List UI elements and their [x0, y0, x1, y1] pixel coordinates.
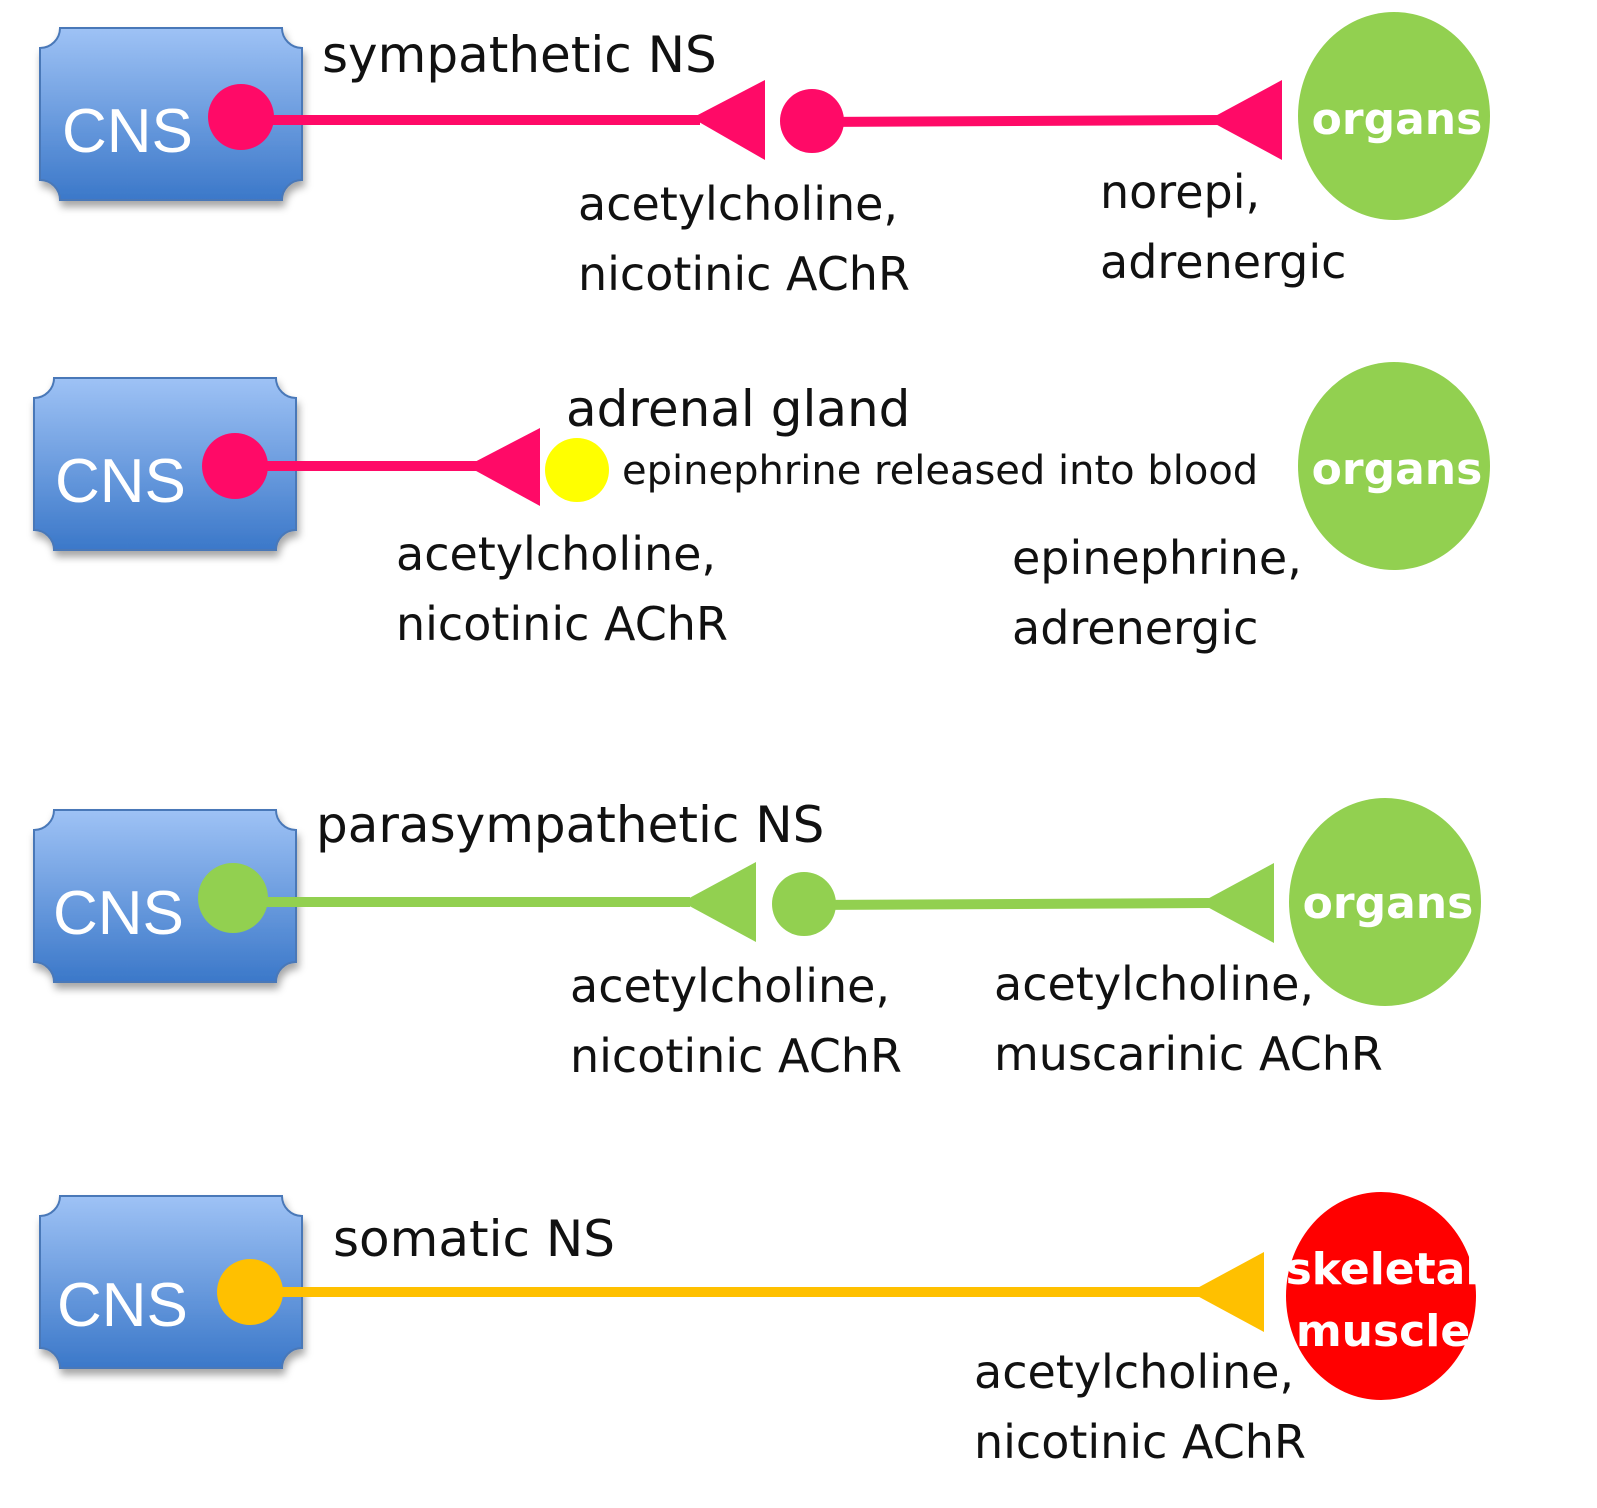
cns-label: CNS	[53, 879, 184, 948]
axon-terminal-1	[682, 862, 756, 942]
synapse2-text-line1: epinephrine,	[1012, 531, 1302, 585]
cns-neuron-body	[202, 433, 268, 499]
motor-neuron-body	[217, 1259, 283, 1325]
cns-neuron-body	[198, 863, 268, 933]
cns-box	[33, 377, 297, 551]
row-parasympathetic: CNS organs parasympathetic NS acetylchol…	[33, 796, 1481, 1083]
adrenal-cell	[545, 438, 609, 502]
synapse1-text-line2: nicotinic AChR	[396, 597, 728, 651]
synapse1-text-line1: acetylcholine,	[570, 959, 890, 1013]
organs-target	[1289, 798, 1481, 1006]
axon-terminal-2	[1208, 80, 1282, 160]
row-adrenal: CNS organs adrenal gland epinephrine rel…	[33, 362, 1490, 655]
synapse1-text-line1: acetylcholine,	[974, 1345, 1294, 1399]
row-title: parasympathetic NS	[316, 796, 824, 854]
synapse1-text-line1: acetylcholine,	[396, 527, 716, 581]
organs-label: organs	[1312, 94, 1483, 145]
axon-terminal	[1190, 1252, 1264, 1332]
cns-box	[33, 809, 297, 983]
target-label-line1: skeletal	[1286, 1244, 1481, 1295]
organs-label: organs	[1303, 878, 1474, 929]
release-text: epinephrine released into blood	[622, 448, 1258, 494]
cns-box	[39, 27, 303, 201]
postganglionic-axon	[803, 898, 1211, 910]
cns-label: CNS	[57, 1271, 188, 1340]
postganglionic-axon	[811, 115, 1221, 127]
organs-target	[1298, 362, 1490, 570]
synapse1-text-line1: acetylcholine,	[578, 177, 898, 231]
synapse2-text-line1: norepi,	[1100, 165, 1260, 219]
ganglion-neuron-body	[772, 872, 836, 936]
synapse1-text-line2: nicotinic AChR	[974, 1415, 1306, 1469]
cns-neuron-body	[208, 84, 274, 150]
synapse2-text-line2: adrenergic	[1100, 235, 1346, 289]
row-sympathetic: CNS organs sympathetic NS acetylcholine,…	[39, 12, 1490, 301]
row-title: sympathetic NS	[322, 26, 717, 84]
cns-label: CNS	[62, 97, 193, 166]
axon-terminal-2	[1200, 863, 1274, 943]
target-label-line2: muscle	[1296, 1306, 1470, 1357]
ganglion-neuron-body	[780, 89, 844, 153]
synapse1-text-line2: nicotinic AChR	[570, 1029, 902, 1083]
cns-label: CNS	[55, 447, 186, 516]
axon-terminal-1	[692, 80, 765, 160]
row-title: somatic NS	[333, 1210, 615, 1268]
skeletal-muscle-target	[1286, 1192, 1476, 1400]
synapse2-text-line1: acetylcholine,	[994, 957, 1314, 1011]
synapse2-text-line2: adrenergic	[1012, 601, 1258, 655]
synapse1-text-line2: nicotinic AChR	[578, 247, 910, 301]
cns-box	[39, 1195, 303, 1369]
organs-target	[1298, 12, 1490, 220]
row-title: adrenal gland	[566, 380, 910, 438]
synapse2-text-line2: muscarinic AChR	[994, 1027, 1383, 1081]
row-somatic: CNS skeletal muscle somatic NS acetylcho…	[39, 1192, 1481, 1469]
axon-terminal	[467, 428, 540, 506]
organs-label: organs	[1312, 444, 1483, 495]
